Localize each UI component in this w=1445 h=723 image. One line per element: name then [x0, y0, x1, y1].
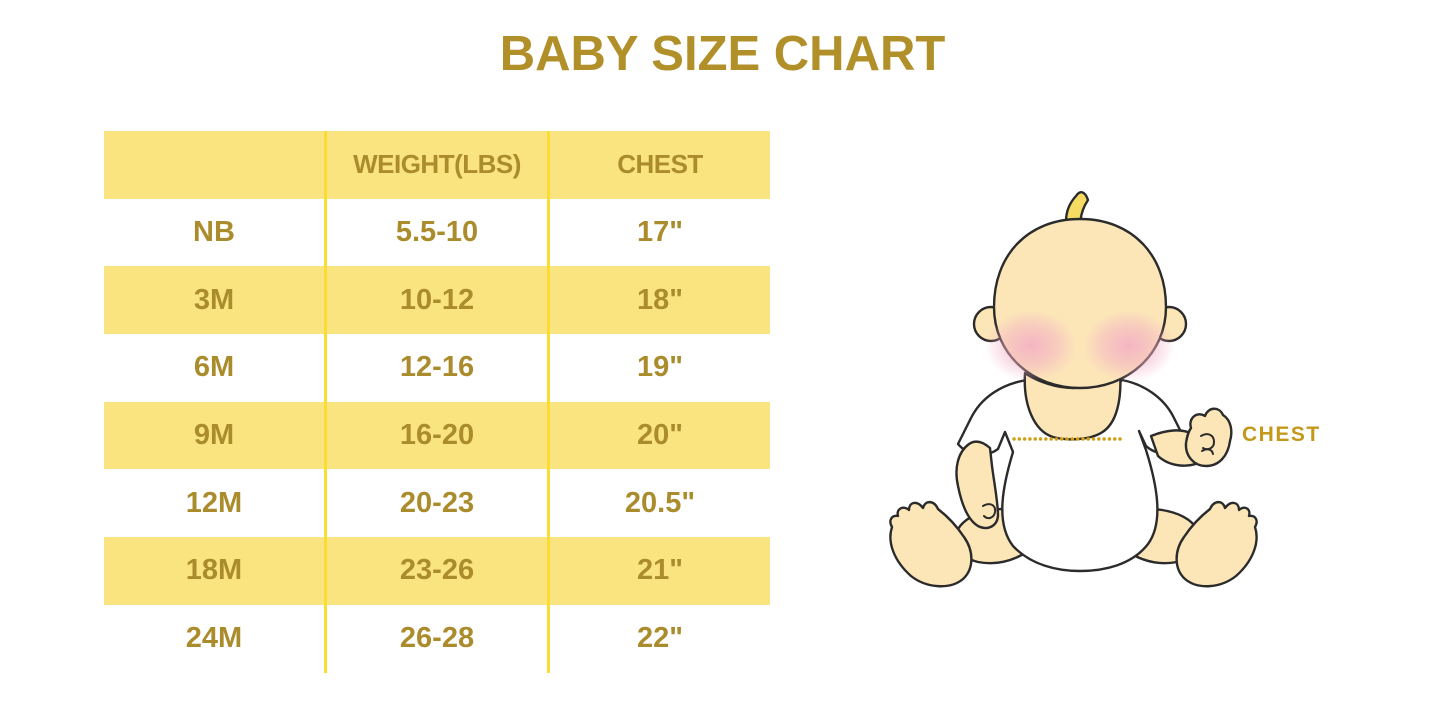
baby-right-blush [1083, 310, 1175, 382]
header-weight-cell: WEIGHT(LBS) [324, 131, 547, 199]
table-row: 18M 23-26 21" [104, 537, 770, 605]
baby-right-foot [1175, 500, 1258, 588]
baby-figure: CHEST [870, 185, 1340, 617]
size-table: WEIGHT(LBS) CHEST NB 5.5-10 17" 3M 10-12… [104, 131, 770, 673]
weight-cell: 10-12 [324, 266, 547, 335]
weight-cell: 26-28 [324, 604, 547, 673]
baby-left-blush [985, 310, 1077, 382]
size-cell: 12M [185, 486, 243, 519]
size-cell: 24M [185, 622, 243, 655]
table-row: 6M 12-16 19" [104, 334, 770, 402]
chest-cell: 20" [547, 401, 770, 470]
weight-cell: 5.5-10 [324, 198, 547, 267]
chest-cell: 18" [547, 266, 770, 335]
table-row: 3M 10-12 18" [104, 266, 770, 335]
table-row: 12M 20-23 20.5" [104, 469, 770, 538]
size-cell: 18M [185, 554, 243, 587]
baby-illustration-svg [889, 191, 1258, 588]
baby-fist-finger-line [1201, 448, 1214, 455]
weight-cell: 20-23 [324, 469, 547, 538]
table-header-row: WEIGHT(LBS) CHEST [104, 131, 770, 199]
size-cell: 9M [193, 419, 235, 452]
baby-left-hand-finger-line [982, 503, 997, 520]
page-title: BABY SIZE CHART [499, 27, 946, 81]
size-cell: 6M [193, 351, 235, 384]
chest-cell: 22" [547, 604, 770, 673]
baby-right-fist [1184, 407, 1233, 468]
weight-cell: 12-16 [324, 334, 547, 402]
header-size-cell [104, 131, 324, 199]
baby-left-foot [889, 500, 973, 588]
baby-left-arm [955, 440, 1000, 530]
chest-measure-label: CHEST [1242, 423, 1321, 446]
header-chest-cell: CHEST [547, 131, 770, 199]
table-row: NB 5.5-10 17" [104, 198, 770, 267]
chest-cell: 17" [547, 198, 770, 267]
weight-cell: 23-26 [324, 537, 547, 605]
table-row: 24M 26-28 22" [104, 604, 770, 673]
size-cell: NB [193, 216, 235, 249]
weight-cell: 16-20 [324, 401, 547, 470]
chest-cell: 20.5" [547, 469, 770, 538]
size-cell: 3M [193, 283, 235, 316]
chest-cell: 21" [547, 537, 770, 605]
chest-cell: 19" [547, 334, 770, 402]
table-row: 9M 16-20 20" [104, 401, 770, 470]
